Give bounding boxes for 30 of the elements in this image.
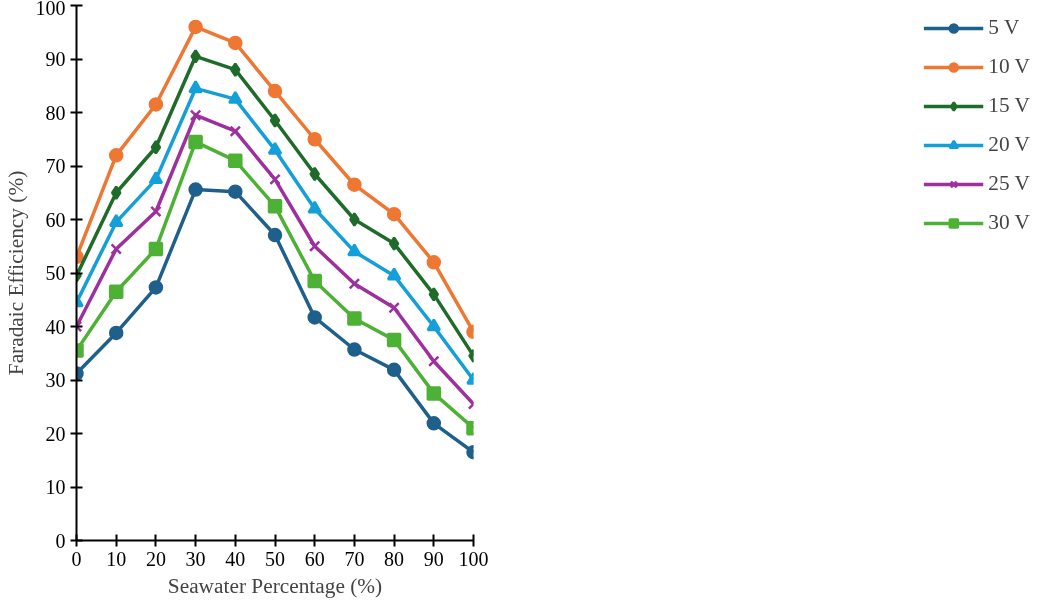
x-tick-label: 10: [106, 547, 127, 570]
legend-label: 30 V: [988, 210, 1030, 235]
x-tick-label: 80: [384, 547, 405, 570]
y-tick-label: 60: [45, 208, 66, 231]
x-tick-label: 0: [71, 547, 82, 570]
y-tick-label: 10: [45, 476, 66, 498]
y-tick-label: 100: [35, 0, 66, 19]
x-tick-label: 50: [265, 547, 285, 570]
y-tick-label: 50: [45, 262, 66, 284]
y-tick-label: 90: [45, 48, 66, 70]
legend-label: 25 V: [988, 171, 1030, 196]
legend-label: 20 V: [988, 132, 1030, 157]
x-axis-title: Seawater Percentage (%): [167, 573, 383, 598]
x-tick-label: 30: [185, 547, 206, 570]
legend-label: 5 V: [988, 15, 1020, 40]
y-tick-label: 40: [45, 315, 66, 338]
legend-label: 15 V: [988, 93, 1030, 118]
y-tick-label: 70: [45, 155, 66, 177]
x-tick-label: 100: [458, 547, 489, 570]
y-tick-label: 30: [45, 369, 66, 391]
x-tick-label: 70: [344, 547, 365, 570]
x-tick-label: 20: [145, 547, 166, 570]
y-tick-label: 20: [45, 422, 66, 445]
legend-label: 10 V: [988, 54, 1030, 79]
x-tick-label: 40: [225, 547, 246, 570]
x-tick-label: 60: [304, 547, 325, 570]
y-axis-title: Faradaic Efficiency (%): [3, 170, 28, 376]
y-tick-label: 80: [45, 101, 66, 124]
x-tick-label: 90: [423, 547, 444, 570]
y-tick-label: 0: [55, 529, 66, 552]
